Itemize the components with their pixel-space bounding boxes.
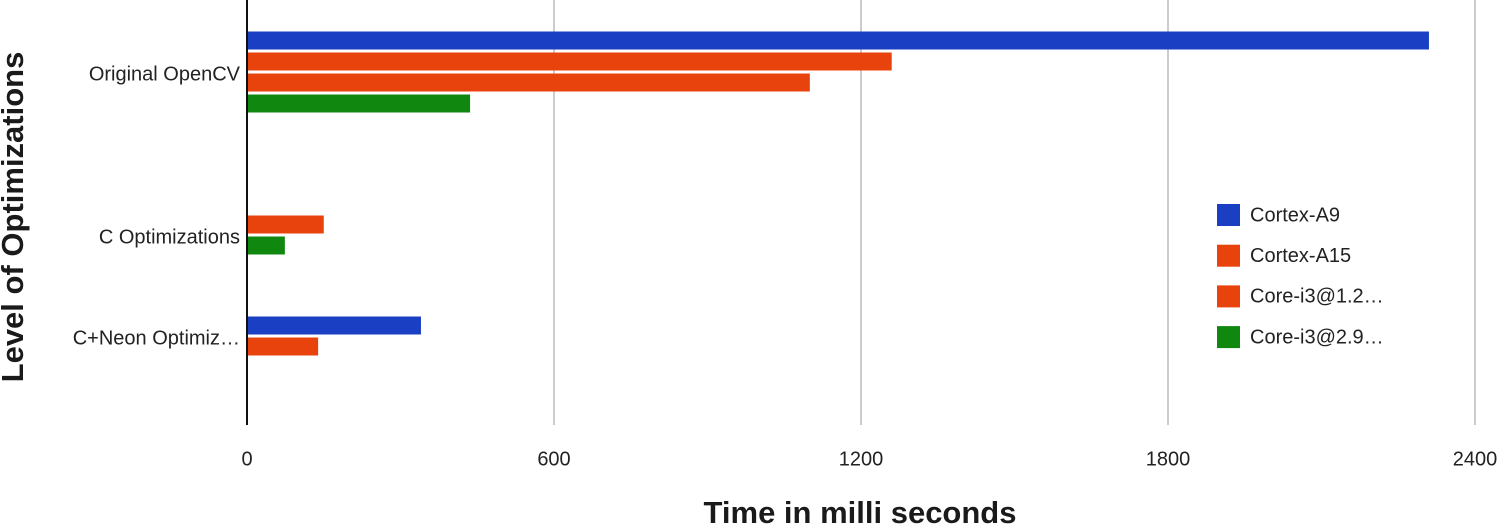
x-tick-label: 2400 [1453,448,1498,470]
bar [247,236,285,255]
x-tick-label: 600 [537,448,570,470]
legend-swatch [1217,285,1240,308]
x-tick-label: 1800 [1146,448,1191,470]
y-tick-label: Original OpenCV [89,63,241,85]
x-tick-label: 0 [241,448,252,470]
x-tick-label: 1200 [839,448,884,470]
bar [247,215,324,234]
y-tick-label: C+Neon Optimiz… [73,327,240,349]
legend-label: Cortex-A9 [1250,204,1340,226]
y-axis-title: Level of Optimizations [0,52,30,383]
bar [247,31,1429,50]
legend-swatch [1217,244,1240,267]
legend-label: Cortex-A15 [1250,245,1351,267]
legend-swatch [1217,204,1240,226]
bar [247,94,471,113]
legend-label: Core-i3@2.9… [1250,326,1384,348]
x-axis-title: Time in milli seconds [704,495,1017,529]
bar [247,73,810,92]
bar [247,337,319,356]
bar [247,52,892,71]
legend-swatch [1217,326,1240,349]
legend-label: Core-i3@1.2… [1250,286,1384,308]
bar [247,316,421,335]
y-tick-label: C Optimizations [99,226,240,248]
